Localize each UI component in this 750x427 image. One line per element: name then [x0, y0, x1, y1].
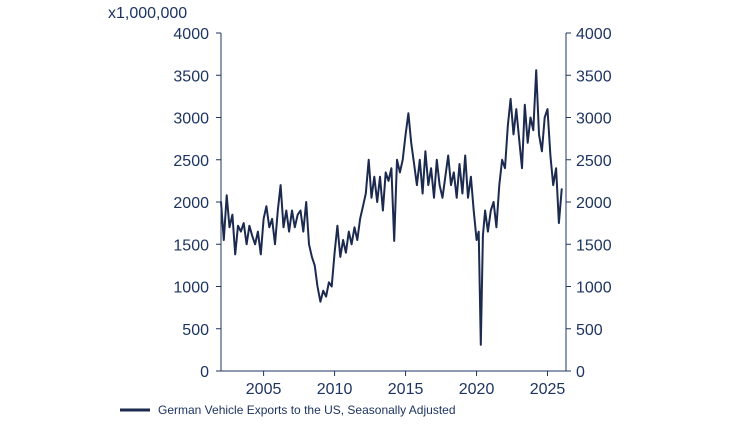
legend: German Vehicle Exports to the US, Season…	[120, 403, 456, 417]
right-y-tick-label: 3000	[576, 111, 612, 128]
left-y-tick-label: 3000	[173, 111, 209, 128]
left-y-tick-label: 0	[200, 364, 209, 381]
right-y-tick-label: 0	[576, 364, 585, 381]
x-tick-label: 2025	[530, 381, 566, 398]
right-y-tick-label: 500	[576, 322, 603, 339]
right-y-tick-label: 2500	[576, 153, 612, 170]
left-y-tick-label: 4000	[173, 26, 209, 43]
left-y-tick-label: 1000	[173, 280, 209, 297]
left-y-tick-label: 1500	[173, 237, 209, 254]
left-y-tick-label: 2500	[173, 153, 209, 170]
right-y-tick-label: 2000	[576, 195, 612, 212]
x-tick-label: 2015	[388, 381, 424, 398]
y-axis-unit-label: x1,000,000	[108, 5, 187, 22]
right-y-tick-label: 3500	[576, 68, 612, 85]
x-tick-label: 2005	[246, 381, 282, 398]
right-y-axis-ticks: 0 500 1000 1500 2000 2500 3000 3500 4000	[566, 26, 612, 381]
right-y-tick-label: 4000	[576, 26, 612, 43]
x-axis-ticks: 2005 2010 2015 2020 2025	[246, 371, 566, 398]
left-y-axis-ticks: 0 500 1000 1500 2000 2500 3000 3500 4000	[173, 26, 221, 381]
left-y-tick-label: 2000	[173, 195, 209, 212]
series-layer	[220, 69, 563, 346]
left-y-tick-label: 500	[182, 322, 209, 339]
x-tick-label: 2010	[317, 381, 353, 398]
x-tick-label: 2020	[459, 381, 495, 398]
plot-frame	[220, 33, 567, 372]
left-y-tick-label: 3500	[173, 68, 209, 85]
right-y-tick-label: 1000	[576, 280, 612, 297]
series-line-0	[220, 69, 563, 346]
right-y-tick-label: 1500	[576, 237, 612, 254]
legend-label: German Vehicle Exports to the US, Season…	[158, 403, 456, 417]
